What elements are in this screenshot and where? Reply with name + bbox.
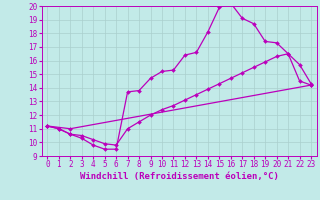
X-axis label: Windchill (Refroidissement éolien,°C): Windchill (Refroidissement éolien,°C) [80, 172, 279, 181]
